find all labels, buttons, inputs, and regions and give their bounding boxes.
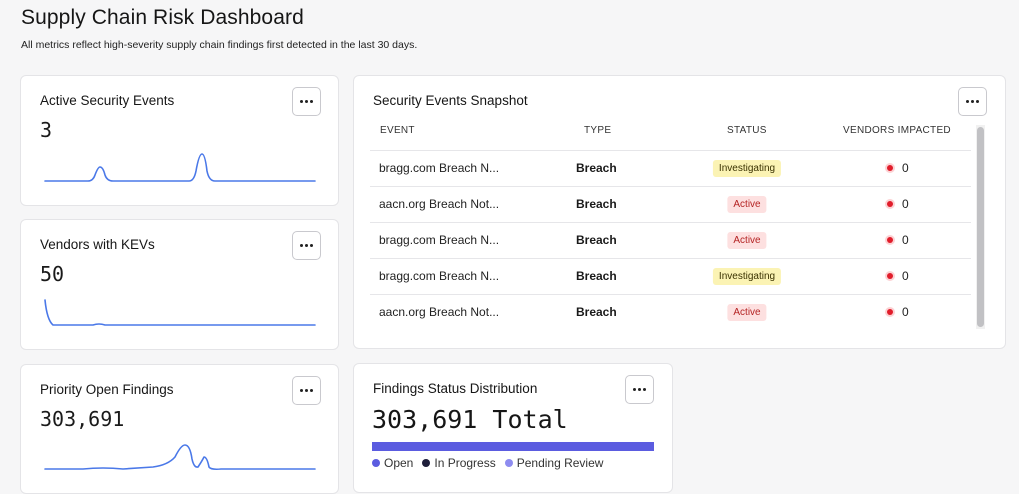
card-title: Findings Status Distribution xyxy=(373,381,538,396)
chart-legend: Open In Progress Pending Review xyxy=(372,456,603,470)
legend-item-open[interactable]: Open xyxy=(372,456,413,470)
card-title: Security Events Snapshot xyxy=(373,93,528,108)
status-badge: Active xyxy=(727,304,767,321)
more-options-button[interactable] xyxy=(625,375,654,404)
vendors-impacted-count: 0 xyxy=(902,197,909,211)
more-horizontal-icon xyxy=(966,100,979,103)
table-row[interactable]: aacn.org Breach Not... Breach Active 0 xyxy=(370,295,971,331)
column-header-vendors-impacted[interactable]: VENDORS IMPACTED xyxy=(843,125,951,136)
event-name[interactable]: bragg.com Breach N... xyxy=(379,233,500,247)
table-row[interactable]: bragg.com Breach N... Breach Investigati… xyxy=(370,151,971,187)
event-type: Breach xyxy=(576,161,617,175)
table-header: EVENT TYPE STATUS VENDORS IMPACTED xyxy=(370,125,971,151)
event-type: Breach xyxy=(576,233,617,247)
event-name[interactable]: bragg.com Breach N... xyxy=(379,161,500,175)
table-row[interactable]: bragg.com Breach N... Breach Investigati… xyxy=(370,259,971,295)
status-badge: Active xyxy=(727,196,767,213)
page-title: Supply Chain Risk Dashboard xyxy=(21,6,304,29)
more-options-button[interactable] xyxy=(292,87,321,116)
vendors-impacted-count: 0 xyxy=(902,305,909,319)
more-horizontal-icon xyxy=(633,388,646,391)
legend-swatch-icon xyxy=(372,459,380,467)
metric-value: 303,691 xyxy=(40,407,125,431)
column-header-type[interactable]: TYPE xyxy=(584,125,612,136)
column-header-status[interactable]: STATUS xyxy=(727,125,767,136)
card-title: Priority Open Findings xyxy=(40,382,174,397)
more-options-button[interactable] xyxy=(958,87,987,116)
red-dot-icon xyxy=(887,165,893,171)
legend-swatch-icon xyxy=(504,459,513,467)
priority-open-findings-card: Priority Open Findings 303,691 xyxy=(20,364,339,494)
legend-item-pending-review[interactable]: Pending Review xyxy=(504,456,604,470)
sparkline-chart xyxy=(44,299,316,326)
table-row[interactable]: aacn.org Breach Not... Breach Active 0 xyxy=(370,187,971,223)
security-events-snapshot-card: Security Events Snapshot EVENT TYPE STAT… xyxy=(353,75,1006,349)
event-name[interactable]: bragg.com Breach N... xyxy=(379,269,500,283)
active-security-events-card: Active Security Events 3 xyxy=(20,75,339,206)
event-type: Breach xyxy=(576,197,617,211)
event-type: Breach xyxy=(576,269,617,283)
more-horizontal-icon xyxy=(300,389,313,392)
distribution-total: 303,691 Total xyxy=(372,405,568,434)
event-type: Breach xyxy=(576,305,617,319)
scrollbar-thumb[interactable] xyxy=(977,127,984,327)
vendors-impacted-count: 0 xyxy=(902,269,909,283)
vendors-with-kevs-card: Vendors with KEVs 50 xyxy=(20,219,339,350)
status-badge: Investigating xyxy=(712,160,782,177)
more-horizontal-icon xyxy=(300,244,313,247)
column-header-event[interactable]: EVENT xyxy=(380,125,415,136)
card-title: Active Security Events xyxy=(40,93,175,108)
event-name[interactable]: aacn.org Breach Not... xyxy=(379,305,500,319)
legend-label: In Progress xyxy=(434,456,496,470)
event-name[interactable]: aacn.org Breach Not... xyxy=(379,197,500,211)
status-badge: Active xyxy=(727,232,767,249)
red-dot-icon xyxy=(887,309,893,315)
metric-value: 3 xyxy=(40,118,53,142)
findings-status-distribution-card: Findings Status Distribution 303,691 Tot… xyxy=(353,363,673,493)
more-options-button[interactable] xyxy=(292,376,321,405)
table-row[interactable]: bragg.com Breach N... Breach Active 0 xyxy=(370,223,971,259)
red-dot-icon xyxy=(887,237,893,243)
red-dot-icon xyxy=(887,273,893,279)
card-title: Vendors with KEVs xyxy=(40,237,155,252)
legend-item-in-progress[interactable]: In Progress xyxy=(422,456,496,470)
status-badge: Investigating xyxy=(712,268,782,285)
more-horizontal-icon xyxy=(300,100,313,103)
distribution-bar[interactable] xyxy=(372,442,654,451)
sparkline-chart xyxy=(44,444,316,471)
legend-label: Pending Review xyxy=(516,456,604,470)
page-subtitle: All metrics reflect high-severity supply… xyxy=(21,39,418,51)
table-scrollbar[interactable] xyxy=(976,125,985,329)
legend-label: Open xyxy=(384,456,414,470)
legend-swatch-icon xyxy=(422,459,431,467)
vendors-impacted-count: 0 xyxy=(902,233,909,247)
vendors-impacted-count: 0 xyxy=(902,161,909,175)
more-options-button[interactable] xyxy=(292,231,321,260)
sparkline-chart xyxy=(44,153,316,182)
red-dot-icon xyxy=(887,201,893,207)
metric-value: 50 xyxy=(40,262,65,286)
